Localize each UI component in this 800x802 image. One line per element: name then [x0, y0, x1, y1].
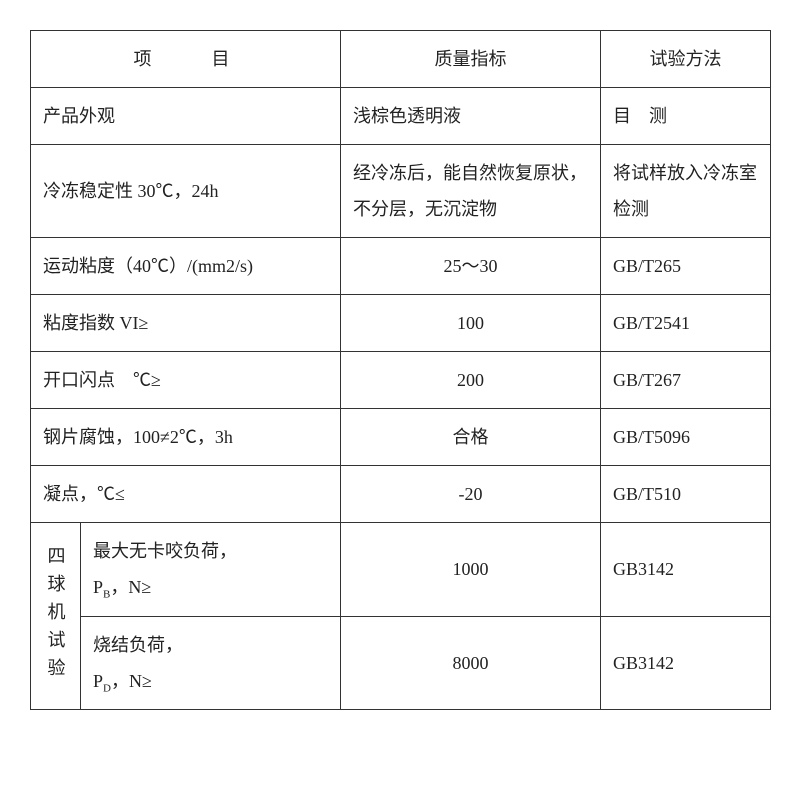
item-suffix: ，N≥ — [110, 577, 151, 597]
table-row: 冷冻稳定性 30℃，24h 经冷冻后，能自然恢复原状，不分层，无沉淀物 将试样放… — [31, 145, 771, 238]
table-row: 运动粘度（40℃）/(mm2/s) 25～30 GB/T265 — [31, 238, 771, 295]
cell-method: GB3142 — [601, 523, 771, 617]
cell-item: 产品外观 — [31, 88, 341, 145]
cell-item: 冷冻稳定性 30℃，24h — [31, 145, 341, 238]
table-header-row: 项 目 质量指标 试验方法 — [31, 31, 771, 88]
cell-item: 最大无卡咬负荷， PB，N≥ — [81, 523, 341, 617]
cell-quality: 浅棕色透明液 — [341, 88, 601, 145]
cell-item: 钢片腐蚀，100≠2℃，3h — [31, 409, 341, 466]
cell-method: GB/T267 — [601, 352, 771, 409]
cell-method: GB3142 — [601, 616, 771, 710]
header-item: 项 目 — [31, 31, 341, 88]
cell-quality: 200 — [341, 352, 601, 409]
table-row: 四球机试验 最大无卡咬负荷， PB，N≥ 1000 GB3142 — [31, 523, 771, 617]
item-prefix: 最大无卡咬负荷， — [93, 541, 237, 561]
table-row: 钢片腐蚀，100≠2℃，3h 合格 GB/T5096 — [31, 409, 771, 466]
spec-table: 项 目 质量指标 试验方法 产品外观 浅棕色透明液 目 测 冷冻稳定性 30℃，… — [30, 30, 771, 710]
cell-method: 目 测 — [601, 88, 771, 145]
cell-method: GB/T5096 — [601, 409, 771, 466]
cell-quality: 8000 — [341, 616, 601, 710]
cell-item: 运动粘度（40℃）/(mm2/s) — [31, 238, 341, 295]
table-row: 开口闪点 ℃≥ 200 GB/T267 — [31, 352, 771, 409]
header-quality: 质量指标 — [341, 31, 601, 88]
item-suffix: ，N≥ — [111, 671, 152, 691]
cell-quality: 合格 — [341, 409, 601, 466]
cell-item: 凝点，℃≤ — [31, 466, 341, 523]
cell-quality: -20 — [341, 466, 601, 523]
cell-method: GB/T2541 — [601, 295, 771, 352]
cell-item: 开口闪点 ℃≥ — [31, 352, 341, 409]
cell-quality: 经冷冻后，能自然恢复原状，不分层，无沉淀物 — [341, 145, 601, 238]
item-sym: P — [93, 577, 103, 597]
group-label: 四球机试验 — [31, 523, 81, 710]
item-sub: D — [103, 682, 111, 694]
cell-item: 粘度指数 VI≥ — [31, 295, 341, 352]
table-row: 烧结负荷， PD，N≥ 8000 GB3142 — [31, 616, 771, 710]
table-row: 粘度指数 VI≥ 100 GB/T2541 — [31, 295, 771, 352]
cell-method: GB/T510 — [601, 466, 771, 523]
cell-quality: 25～30 — [341, 238, 601, 295]
cell-quality: 1000 — [341, 523, 601, 617]
cell-method: GB/T265 — [601, 238, 771, 295]
item-sym: P — [93, 671, 103, 691]
cell-item: 烧结负荷， PD，N≥ — [81, 616, 341, 710]
cell-method: 将试样放入冷冻室检测 — [601, 145, 771, 238]
table-row: 凝点，℃≤ -20 GB/T510 — [31, 466, 771, 523]
table-row: 产品外观 浅棕色透明液 目 测 — [31, 88, 771, 145]
header-method: 试验方法 — [601, 31, 771, 88]
item-prefix: 烧结负荷， — [93, 635, 183, 655]
cell-quality: 100 — [341, 295, 601, 352]
